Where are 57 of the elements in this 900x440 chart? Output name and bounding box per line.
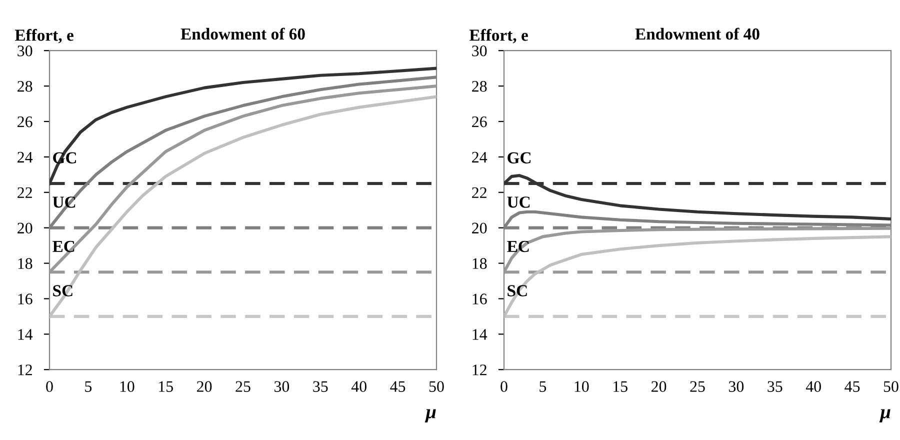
- y-tick-label: 30: [472, 46, 487, 56]
- line-series: [504, 235, 891, 318]
- y-tick-label: 18: [18, 258, 32, 269]
- x-tick-label: 0: [46, 381, 53, 392]
- chart-title: Endowment of 40: [635, 28, 760, 40]
- y-tick-label: 14: [472, 329, 488, 340]
- series-label: UC: [507, 196, 530, 208]
- x-tick-label: 35: [313, 381, 328, 392]
- series-label: EC: [507, 240, 529, 252]
- x-tick-label: 45: [390, 381, 406, 392]
- series-label: EC: [52, 240, 74, 252]
- x-tick-label: 15: [614, 381, 628, 392]
- y-tick-label: 18: [472, 258, 487, 269]
- y-tick-label: 26: [472, 116, 487, 128]
- x-tick-label: 45: [844, 381, 860, 392]
- y-tick-label: 28: [472, 80, 487, 92]
- y-tick-label: 22: [18, 187, 32, 198]
- x-tick-label: 10: [574, 381, 589, 392]
- x-tick-label: 10: [120, 381, 134, 392]
- x-tick-label: 30: [728, 381, 744, 392]
- x-tick-label: 40: [351, 381, 366, 392]
- line-series: [50, 95, 436, 318]
- x-tick-label: 50: [429, 381, 444, 392]
- y-tick-label: 24: [18, 152, 33, 162]
- y-tick-label: 12: [18, 364, 32, 376]
- x-tick-label: 15: [159, 381, 173, 392]
- y-tick-label: 12: [472, 364, 486, 376]
- x-tick-label: 20: [197, 381, 212, 392]
- series-label: UC: [52, 196, 76, 208]
- y-tick-label: 24: [472, 152, 488, 162]
- y-tick-label: 14: [18, 329, 33, 340]
- y-tick-label: 20: [472, 222, 487, 234]
- series-label: GC: [508, 152, 531, 164]
- y-tick-label: 26: [18, 116, 32, 128]
- series-label: SC: [508, 285, 527, 296]
- x-tick-label: 25: [690, 381, 705, 392]
- x-axis-title: μ: [424, 409, 436, 422]
- y-tick-label: 22: [472, 187, 486, 198]
- chart-title: Endowment of 60: [180, 28, 305, 40]
- y-tick-label: 16: [472, 294, 487, 304]
- y-axis-title: Effort, e: [14, 28, 74, 44]
- x-tick-label: 0: [500, 381, 508, 392]
- x-tick-label: 30: [274, 381, 290, 392]
- x-axis-title: μ: [879, 409, 890, 422]
- x-tick-label: 40: [806, 381, 821, 392]
- y-axis-title: Effort, e: [469, 28, 528, 44]
- y-tick-label: 20: [18, 222, 32, 234]
- y-tick-label: 30: [18, 46, 32, 56]
- x-tick-label: 5: [540, 381, 546, 392]
- series-label: SC: [53, 285, 72, 296]
- x-tick-label: 5: [85, 381, 92, 392]
- y-tick-label: 28: [18, 80, 32, 92]
- y-tick-label: 16: [18, 294, 32, 304]
- x-tick-label: 20: [652, 381, 666, 392]
- x-tick-label: 35: [768, 381, 782, 392]
- x-tick-label: 25: [236, 381, 250, 392]
- x-tick-label: 50: [884, 381, 898, 392]
